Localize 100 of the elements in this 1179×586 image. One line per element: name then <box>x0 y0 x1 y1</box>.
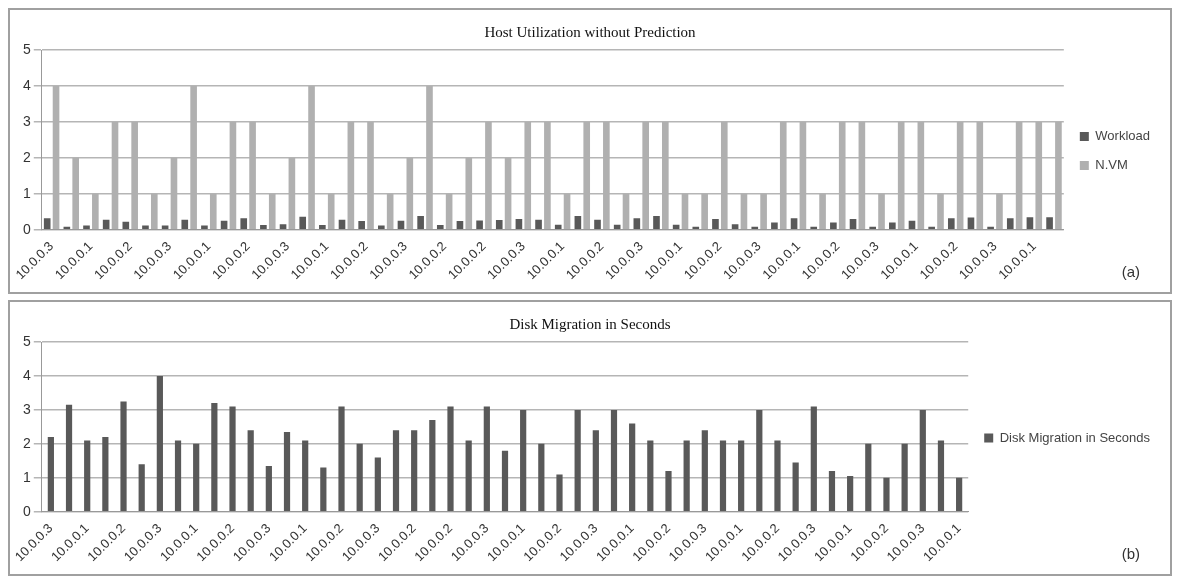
bar <box>240 218 248 229</box>
bar <box>869 226 876 229</box>
bar <box>790 218 798 229</box>
y-tick-label: 3 <box>22 112 31 129</box>
bar <box>138 464 145 511</box>
legend-label: N.VM <box>1095 157 1128 173</box>
legend-label: Disk Migration in Seconds <box>999 429 1151 445</box>
y-tick-label: 5 <box>22 332 31 349</box>
bar <box>193 443 200 511</box>
bar <box>751 226 759 229</box>
bar <box>299 216 307 229</box>
bar <box>928 226 935 229</box>
bar <box>712 218 719 229</box>
bar <box>792 462 799 511</box>
bar <box>429 420 436 511</box>
bar <box>653 216 660 229</box>
bar <box>987 226 994 229</box>
y-tick-label: 0 <box>22 502 31 519</box>
bar <box>174 440 182 511</box>
y-tick-label: 2 <box>22 148 31 165</box>
bar <box>1046 217 1053 229</box>
bar <box>556 474 563 511</box>
bar <box>43 218 51 229</box>
y-tick-label: 0 <box>22 220 31 237</box>
y-tick-label: 5 <box>22 40 31 57</box>
bar <box>465 440 472 511</box>
bar <box>594 219 601 229</box>
bar <box>417 216 424 229</box>
bar <box>161 225 169 229</box>
bar <box>738 440 745 511</box>
legend-label: Workload <box>1095 128 1151 144</box>
bar <box>830 222 837 229</box>
bar <box>356 443 363 511</box>
bar <box>610 409 618 511</box>
bar <box>260 225 267 229</box>
bar <box>265 465 272 511</box>
bar <box>828 471 836 511</box>
bar <box>865 443 872 511</box>
bar <box>320 467 327 511</box>
bar <box>338 406 345 511</box>
bar <box>692 226 700 229</box>
bar <box>889 222 896 229</box>
bar <box>476 220 483 229</box>
bar <box>515 218 523 229</box>
bar <box>211 403 218 511</box>
bar <box>142 225 149 229</box>
bar <box>883 477 890 511</box>
bar <box>683 440 690 511</box>
bar <box>535 219 542 229</box>
bar <box>392 430 400 511</box>
bar <box>279 224 287 229</box>
y-tick-label: 4 <box>22 366 31 383</box>
bar <box>1006 218 1014 229</box>
bar <box>483 406 490 511</box>
bar <box>956 477 963 511</box>
bar <box>756 409 763 511</box>
bar <box>919 409 926 511</box>
bar <box>302 440 309 511</box>
bar <box>374 457 381 511</box>
bar <box>574 216 582 229</box>
bar <box>701 430 708 511</box>
bar <box>937 440 945 511</box>
y-tick-label: 1 <box>22 468 31 485</box>
bar <box>574 409 581 511</box>
bar <box>358 221 365 229</box>
bar <box>456 221 464 229</box>
bar <box>520 409 527 511</box>
y-tick-label: 4 <box>22 76 31 93</box>
bar <box>847 476 854 511</box>
bar <box>447 406 454 511</box>
bar <box>156 375 163 511</box>
y-tick-label: 3 <box>22 400 31 417</box>
bar <box>84 440 91 511</box>
bar <box>283 431 291 511</box>
bar <box>633 218 641 229</box>
bar <box>947 218 955 229</box>
bar <box>731 224 739 229</box>
bar <box>849 218 857 229</box>
bar <box>592 430 599 511</box>
bar <box>501 450 509 511</box>
chart-title: Host Utilization without Prediction <box>484 23 697 40</box>
bar <box>771 222 778 229</box>
bar <box>538 443 545 511</box>
bar <box>319 225 326 229</box>
bar <box>411 430 418 511</box>
y-tick-label: 1 <box>22 184 31 201</box>
y-tick-label: 2 <box>22 434 31 451</box>
bar <box>810 226 818 229</box>
bar <box>629 423 636 511</box>
bar <box>102 437 109 511</box>
chart-title: Disk Migration in Seconds <box>509 315 671 332</box>
bar <box>901 443 908 511</box>
bar <box>554 224 562 229</box>
bar <box>719 440 727 511</box>
bar <box>83 225 90 229</box>
bar <box>665 471 672 511</box>
bar <box>810 406 817 511</box>
bar <box>181 219 189 229</box>
bar <box>495 220 503 229</box>
bar <box>120 401 127 511</box>
